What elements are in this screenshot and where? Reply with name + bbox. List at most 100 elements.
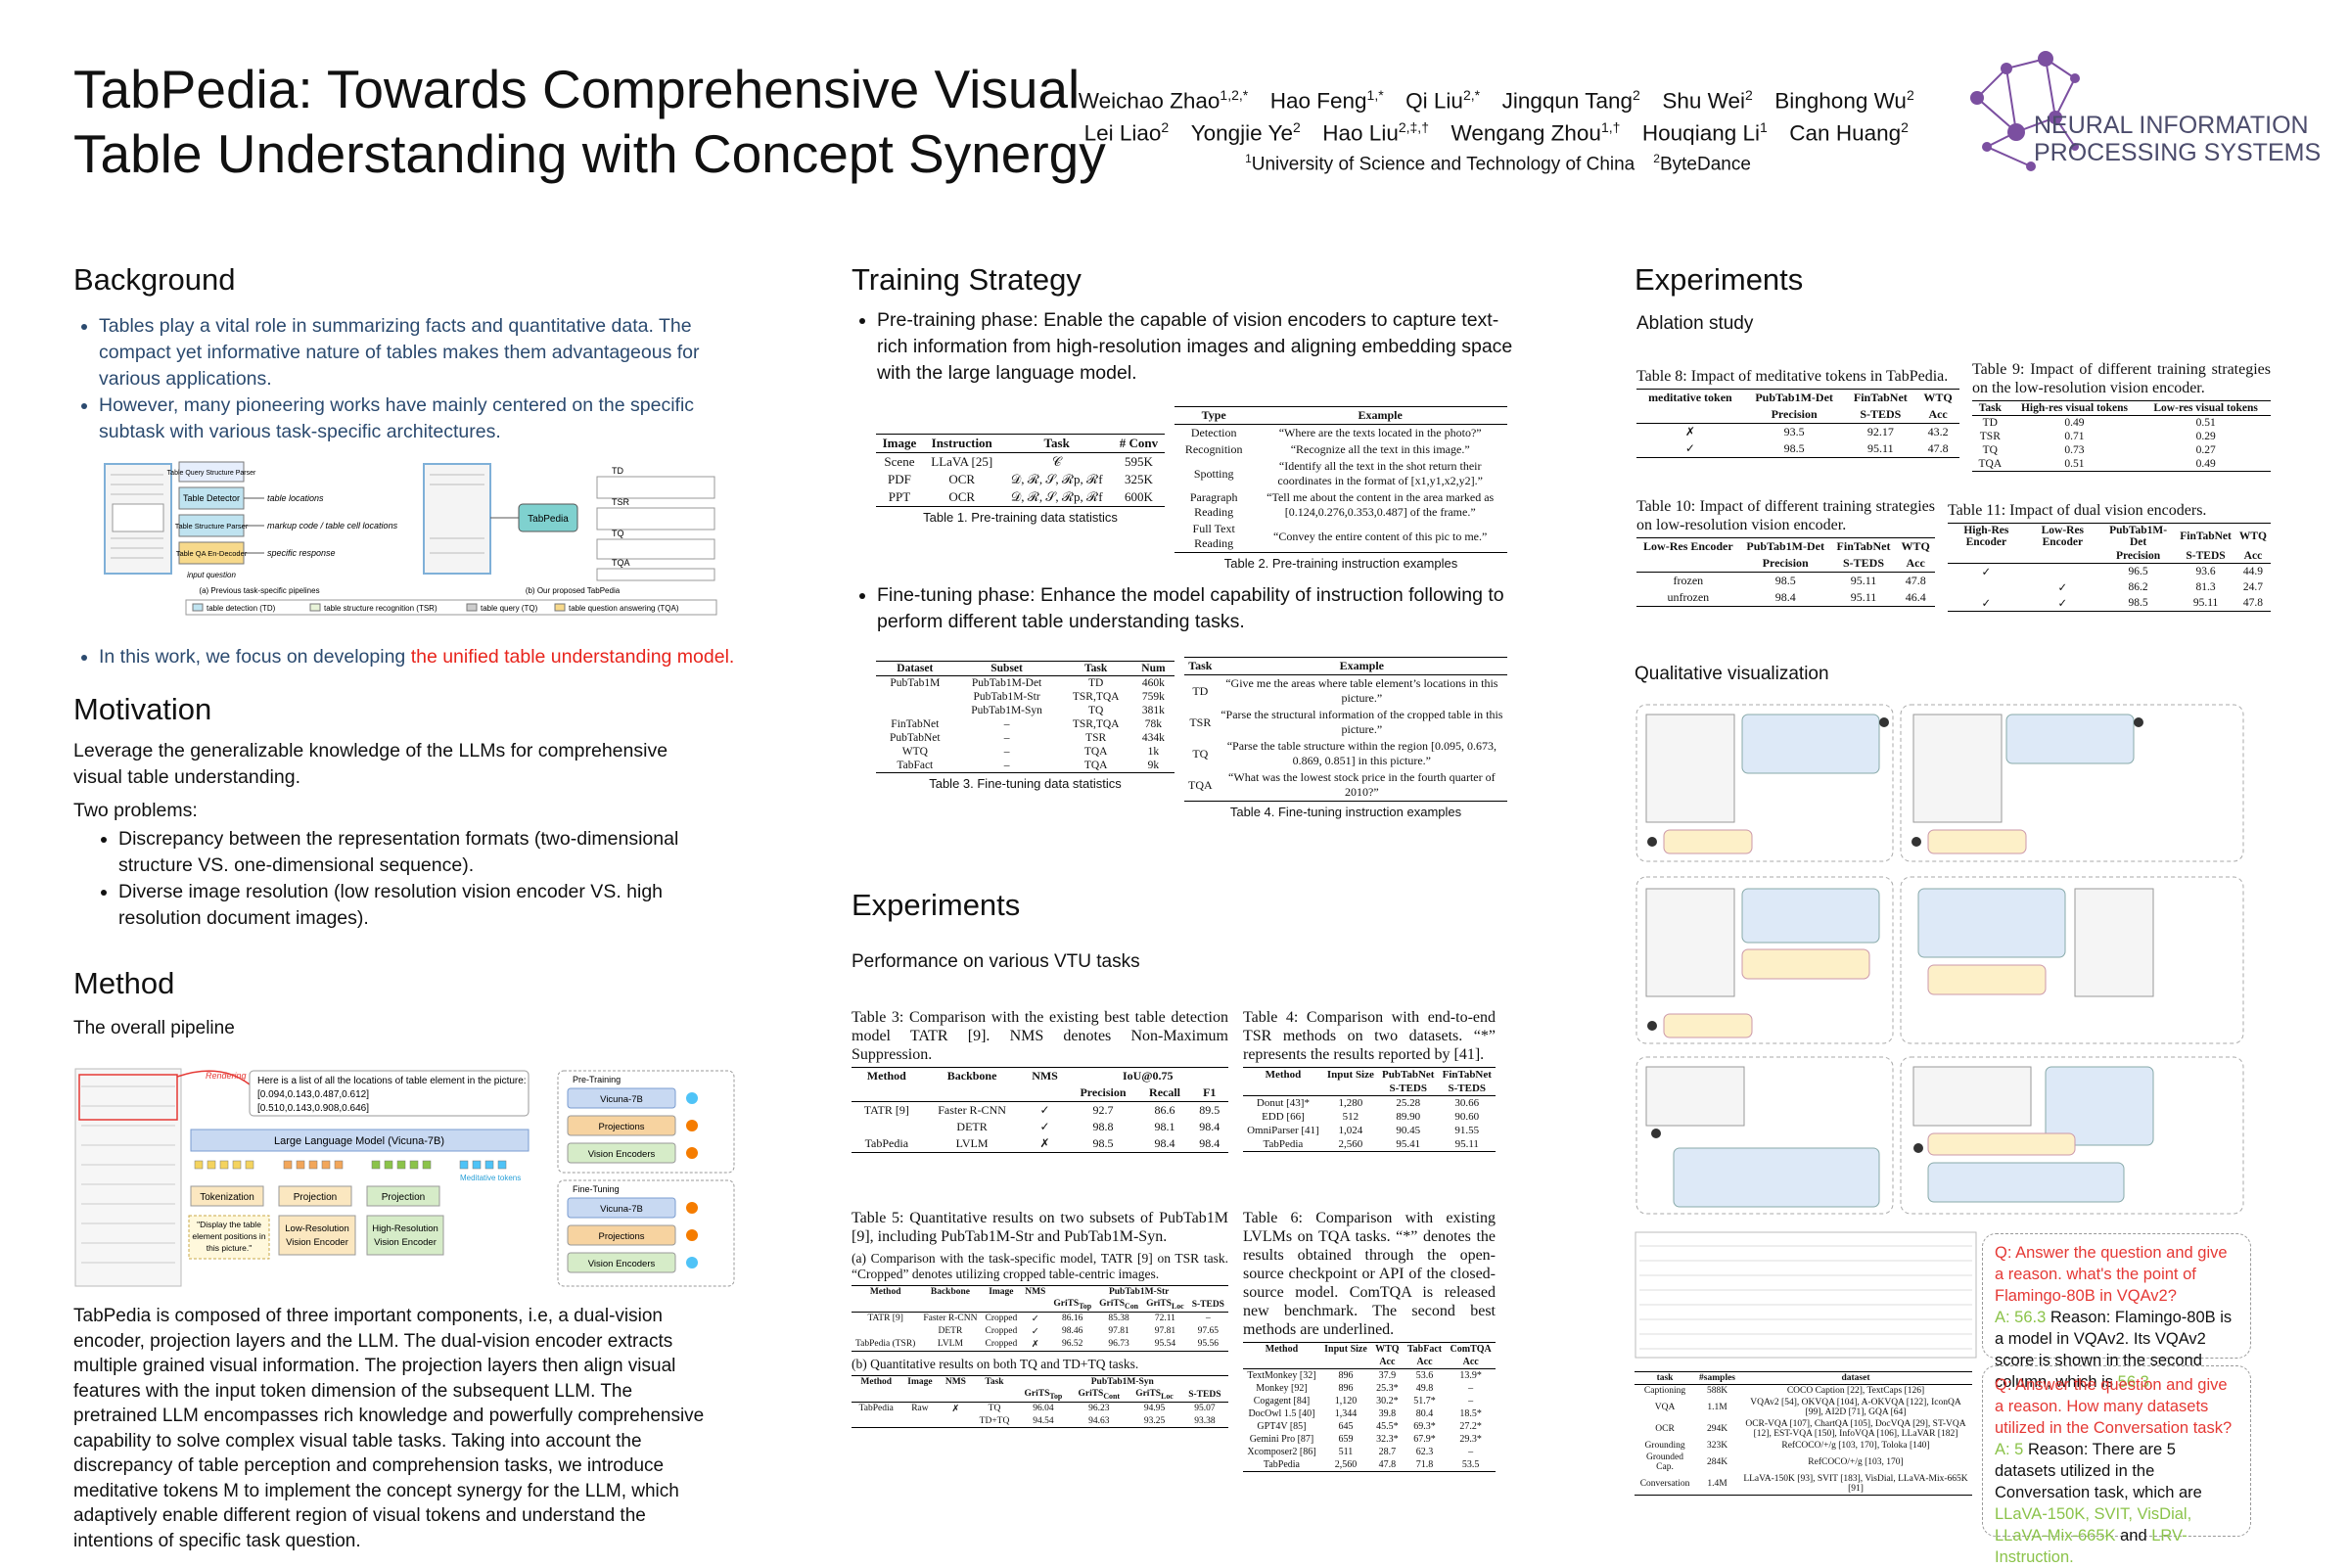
header-cell <box>1021 1298 1050 1313</box>
table-row: EDD [66] 512 89.90 90.60 <box>1243 1110 1496 1124</box>
figure-label: Table Detector <box>183 493 240 503</box>
header-cell: S-TEDS <box>1438 1082 1496 1096</box>
table-caption: Table 4. Fine-tuning instruction example… <box>1229 805 1462 819</box>
section-heading: Background <box>73 262 236 297</box>
table-cell: 1.1M <box>1707 1403 1727 1412</box>
table-cell: 30.66 <box>1454 1097 1480 1109</box>
table-cell: 25.28 <box>1396 1097 1421 1109</box>
table-cell: ✓ <box>1039 1103 1050 1117</box>
table: Task Example TD “Give me the areas where ta… <box>1184 654 1507 819</box>
author-affiliation: 1,* <box>1366 87 1384 103</box>
table-caption: Table 5: Quantitative results on two sub… <box>852 1210 1228 1245</box>
affiliation-index: 2 <box>1653 152 1660 165</box>
subheading: The overall pipeline <box>73 1018 235 1038</box>
table-cell: DETR <box>956 1120 988 1133</box>
header-cell <box>921 1084 1023 1102</box>
table-cell: 81.3 <box>2195 581 2216 593</box>
table-row: PubTab1M-Str TSR,TQA 759k <box>876 690 1174 704</box>
header-cell: Acc <box>1896 555 1935 573</box>
text-segment: Top <box>1049 1391 1063 1401</box>
table-row: Conversation 1.4M LLaVA-150K [93], SVIT [1… <box>1635 1473 1972 1496</box>
header-cell: NMS <box>1032 1069 1058 1083</box>
table-cell: 2,560 <box>1334 1459 1358 1470</box>
table-row: ✓ ✓ 98.5 95.11 47.8 <box>1948 595 2271 612</box>
header-row: Acc Acc Acc <box>1243 1356 1496 1369</box>
table-cell: 1k <box>1147 746 1160 758</box>
author-line: Lei Liao2 Yongjie Ye2 Hao Liu2,‡,† Wenga… <box>1067 115 1948 147</box>
figure-label: Vicuna-7B <box>600 1204 643 1215</box>
table-cell: VQAv2 [54], OKVQA [104], A-OKVQA [122], … <box>1750 1398 1961 1417</box>
table-cell: 1,120 <box>1334 1396 1358 1407</box>
table-cell: ✓ <box>1031 1326 1039 1337</box>
table-caption: Table 2. Pre-training instruction exampl… <box>1223 556 1458 571</box>
header-cell <box>1319 1356 1371 1369</box>
table-cell: 0.51 <box>2195 417 2216 429</box>
table: Table 6: Comparison with existing LVLMs … <box>1243 1209 1496 1475</box>
author-affiliation: 2 <box>1906 87 1914 103</box>
table-body: TATR [9] Faster R-CNN ✓ 92.7 86.6 89.5 DETR ✓ 98… <box>852 1102 1228 1153</box>
data-table: Method Backbone NMS IoU@0.75 Precision Recall… <box>852 1067 1228 1153</box>
table-cell: 95.11 <box>1454 1138 1479 1150</box>
table-caption: Table 11: Impact of dual vision encoders… <box>1948 502 2207 519</box>
table-cell: Grounding <box>1644 1441 1685 1451</box>
table-row: Captioning 588K COCO Caption [22], TextCap… <box>1635 1385 1972 1398</box>
table-row: TextMonkey [32] 896 37.9 53.6 13.9* <box>1243 1369 1496 1383</box>
header-cell: F1 <box>1190 1084 1228 1102</box>
header-cell: Low-Res Encoder <box>1643 539 1733 553</box>
table-caption: Table 3. Fine-tuning data statistics <box>929 776 1122 791</box>
table-cell: ✓ <box>1981 598 1992 610</box>
table-head: Method Input Size PubTabNet FinTabNet S-TEDS… <box>1243 1068 1496 1096</box>
author-name: Jingqun Tang <box>1501 88 1634 114</box>
table-cell: “Identify all the text in the shot retur… <box>1277 459 1483 487</box>
table-body: TATR [9] Faster R-CNN Cropped ✓ 86.16 85.38 72… <box>852 1312 1228 1351</box>
table: Dataset Subset Task Num PubTab1M PubTab1M-Det… <box>876 658 1174 791</box>
table-cell: OCR <box>948 472 976 486</box>
table-head: Method Input Size WTQ TabFact ComTQA Acc Acc Ac… <box>1243 1343 1496 1369</box>
header-cell <box>1636 406 1744 424</box>
table-cell: 98.4 <box>1774 590 1796 604</box>
table-head: Method Backbone Image NMS PubTab1M-Str GriTST… <box>852 1286 1228 1313</box>
table-cell: 896 <box>1338 1370 1354 1381</box>
header-row: Precision S-TEDS Acc <box>1636 406 1959 424</box>
table-cell: TSR,TQA <box>1072 691 1120 703</box>
header-cell: NMS <box>944 1376 966 1387</box>
header-cell: Task <box>985 1376 1004 1387</box>
text-segment: GriTS <box>1024 1388 1050 1399</box>
table-row: ✓ 96.5 93.6 44.9 <box>1948 564 2271 580</box>
table-cell: “Parse the structural information of the… <box>1221 708 1503 736</box>
table-cell: 98.1 <box>1154 1120 1175 1133</box>
legend-label: table query (TQ) <box>481 604 538 613</box>
header-cell: Input Size <box>1324 1344 1367 1355</box>
table-cell: 94.63 <box>1088 1415 1110 1426</box>
table-cell: TabPedia (TSR) <box>855 1339 916 1350</box>
figure-label: Meditative tokens <box>460 1174 521 1182</box>
table-row: TabFact – TQA 9k <box>876 759 1174 773</box>
table-row: TD “Give me the areas where table element… <box>1184 675 1507 708</box>
table-cell: TD+TQ <box>979 1415 1010 1426</box>
table-cell: 95.54 <box>1154 1339 1176 1350</box>
text-segment: A: 56.3 <box>1995 1309 2047 1326</box>
table-row: FinTabNet – TSR,TQA 78k <box>876 717 1174 731</box>
table-row: TabPedia 2,560 47.8 71.8 53.5 <box>1243 1458 1496 1472</box>
table-row: PubTab1M-Syn TQ 381k <box>876 704 1174 717</box>
author-affiliation: 2,* <box>1462 87 1481 103</box>
table-cell: 0.71 <box>2064 431 2085 442</box>
table-cell: 96.04 <box>1033 1404 1054 1414</box>
table-cell: 89.90 <box>1396 1111 1421 1123</box>
table-cell: 95.11 <box>1867 441 1894 455</box>
table-cell: ✓ <box>1981 567 1992 578</box>
header-cell: WTQ <box>1923 391 1953 404</box>
table-row: Scene LLaVA [25] 𝒞 595K <box>876 453 1165 472</box>
header-cell: Method <box>860 1376 893 1387</box>
section-heading: Method <box>73 966 175 1000</box>
table-cell: 512 <box>1342 1111 1359 1123</box>
header-row: Task Example <box>1184 657 1507 675</box>
table-cell: 93.6 <box>2195 566 2216 577</box>
table-row: Full Text Reading “Convey the entire cont… <box>1174 521 1507 553</box>
table-cell: WTQ <box>901 746 928 758</box>
header-cell: Backbone <box>930 1287 970 1297</box>
table-row: Detection “Where are the texts located in… <box>1174 425 1507 442</box>
author-affiliation: 1 <box>1760 118 1768 135</box>
table-cell: 98.5 <box>2128 597 2148 609</box>
text-segment: LLaVA-150K, SVIT, VisDial, LLaVA-Mix-665… <box>1995 1505 2192 1545</box>
